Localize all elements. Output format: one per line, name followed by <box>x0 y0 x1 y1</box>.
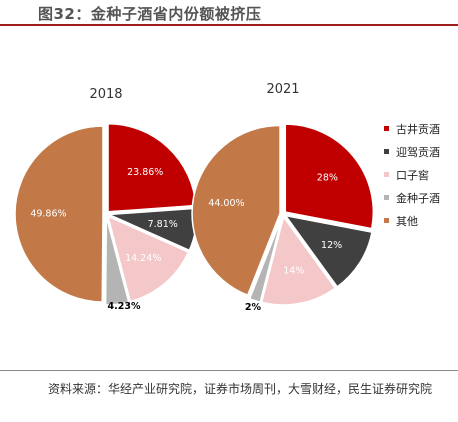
slice-value-label: 4.23% <box>108 301 141 312</box>
legend-label: 口子窖 <box>396 168 429 182</box>
legend-label: 迎驾贡酒 <box>396 146 440 159</box>
title-rule <box>0 24 458 26</box>
pie-slice-3 <box>106 214 190 303</box>
pie-2021: 2021 28% 12% 14% 2% 44.00% <box>191 82 375 313</box>
slice-value-label: 7.81% <box>148 219 178 230</box>
legend-swatch <box>384 218 389 223</box>
figure-title: 图32：金种子酒省内份额被挤压 <box>38 5 262 23</box>
bottom-rule <box>0 370 458 371</box>
pie-slice-5 <box>14 125 104 303</box>
slice-value-label: 23.86% <box>127 167 163 178</box>
slice-value-label: 14.24% <box>125 253 161 264</box>
legend-swatch <box>384 195 389 200</box>
legend-label: 古井贡酒 <box>396 122 440 136</box>
pie-slice-4 <box>104 216 130 306</box>
pie-slice-1 <box>284 123 375 230</box>
pie-charts: 2018 23.86% 7.81% 14.24% 4.23% 49.86% 2021 28%… <box>14 82 440 313</box>
legend-swatch <box>384 126 389 131</box>
pie-title: 2021 <box>266 82 299 97</box>
legend-label: 其他 <box>396 215 418 228</box>
legend-label: 金种子酒 <box>396 191 440 205</box>
slice-value-label: 14% <box>283 266 304 277</box>
slice-value-label: 12% <box>321 240 342 251</box>
legend-swatch <box>384 172 389 177</box>
slice-value-label: 44.00% <box>208 198 244 209</box>
source-note: 资料来源：华经产业研究院，证券市场周刊，大雪财经，民生证券研究院 <box>48 382 433 396</box>
pie-slice-5 <box>191 124 281 297</box>
pie-2018: 2018 23.86% 7.81% 14.24% 4.23% 49.86% <box>14 87 198 312</box>
pie-slice-3 <box>260 215 337 306</box>
pie-slice-4 <box>248 216 283 304</box>
legend-swatch <box>384 149 389 154</box>
pie-slice-2 <box>283 214 373 288</box>
slice-value-label: 49.86% <box>30 209 66 220</box>
slice-value-label: 28% <box>317 172 338 183</box>
pie-title: 2018 <box>89 87 122 102</box>
slice-value-label: 2% <box>245 302 262 313</box>
